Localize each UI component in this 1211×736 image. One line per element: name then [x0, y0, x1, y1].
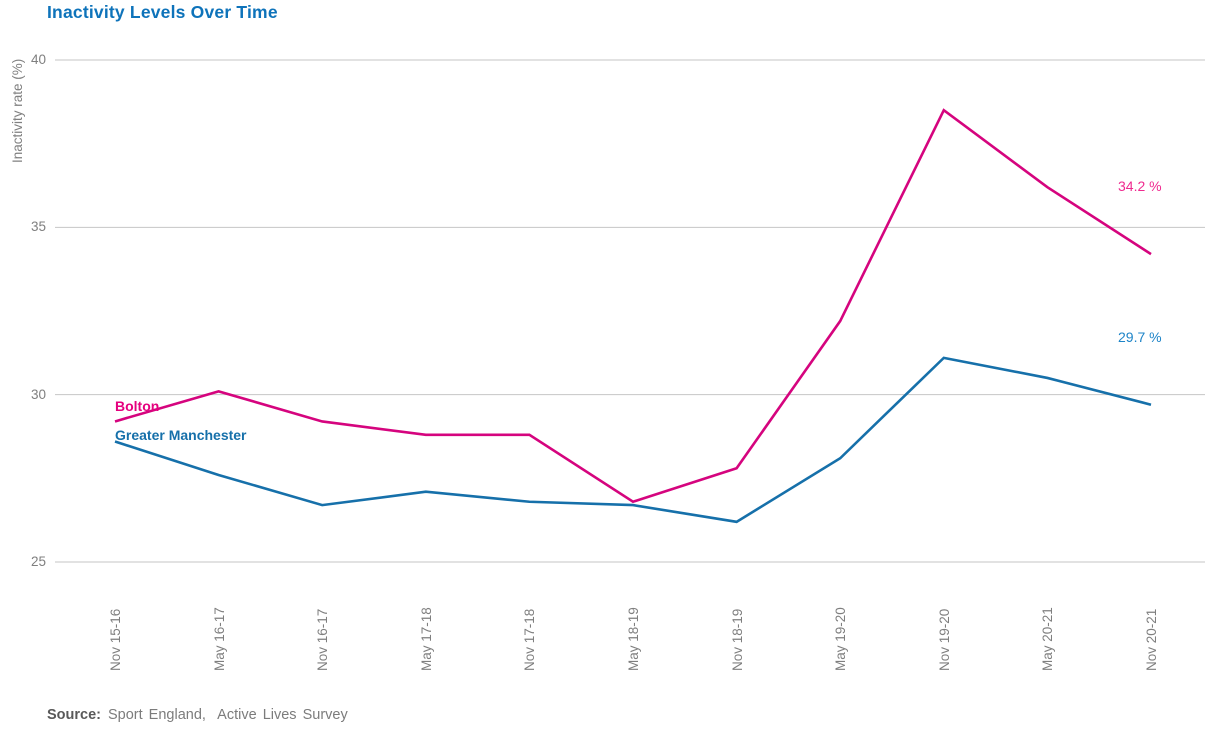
series-end-value-label-bolton: 34.2 %: [1118, 178, 1162, 195]
x-tick-label: Nov 16-17: [315, 608, 331, 671]
x-tick-label: May 20-21: [1040, 607, 1056, 671]
y-tick-label: 35: [30, 219, 46, 235]
x-tick-label: May 18-19: [626, 607, 641, 671]
series-end-value-label-greater-manchester: 29.7 %: [1118, 328, 1162, 345]
source-label: Source:: [47, 707, 101, 723]
source-note: Source: Sport England, Active Lives Surve…: [47, 707, 348, 723]
x-tick-label: Nov 15-16: [108, 608, 123, 671]
y-tick-label: 40: [30, 52, 46, 67]
y-tick-label: 30: [30, 386, 46, 402]
series-name-label-bolton: Bolton: [115, 397, 160, 414]
series-line-bolton: [114, 108, 1152, 504]
chart-title: Inactivity Levels Over Time: [47, 2, 278, 22]
x-tick-label: Nov 19-20: [936, 608, 952, 671]
x-tick-label: Nov 18-19: [729, 608, 745, 671]
x-tick-label: May 17-18: [418, 607, 434, 671]
series-name-label-greater-manchester: Greater Manchester: [115, 427, 247, 444]
x-tick-label: May 16-17: [211, 607, 227, 671]
x-tick-label: Nov 20-21: [1144, 608, 1159, 671]
source-text: Sport England, Active Lives Survey: [108, 707, 348, 723]
x-tick-label: May 19-20: [833, 607, 849, 671]
series-line-greater-manchester: [114, 356, 1152, 524]
x-tick-label: Nov 17-18: [522, 608, 538, 671]
y-tick-label: 25: [30, 554, 46, 569]
